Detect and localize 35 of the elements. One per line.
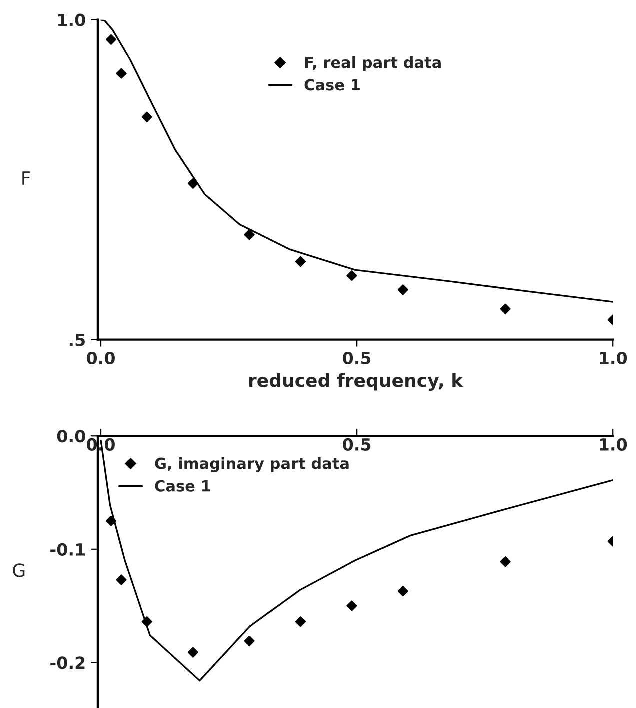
point bbox=[295, 616, 306, 628]
point bbox=[106, 516, 117, 526]
legend-label: Case 1 bbox=[155, 480, 210, 492]
y-axis-title: F bbox=[22, 172, 30, 185]
y-tick-label: -0.2 bbox=[50, 656, 85, 670]
point bbox=[346, 270, 358, 282]
point bbox=[398, 284, 408, 296]
point bbox=[116, 68, 127, 79]
point bbox=[106, 34, 117, 45]
legend-label: Case 1 bbox=[304, 79, 360, 91]
y-tick-label: 0.0 bbox=[57, 430, 86, 443]
point bbox=[188, 178, 198, 189]
y-tick-label: -0.1 bbox=[50, 543, 85, 556]
point bbox=[244, 230, 255, 240]
point bbox=[500, 304, 511, 314]
x-tick-label: 1.0 bbox=[600, 438, 628, 451]
point bbox=[295, 256, 306, 268]
legend-label: F, real part data bbox=[305, 56, 441, 72]
point bbox=[500, 556, 511, 568]
x-tick-label: 0.5 bbox=[343, 438, 371, 451]
point bbox=[346, 600, 358, 612]
x-tick-label: 0.0 bbox=[87, 352, 115, 365]
x-axis-title: reduced frequency, k bbox=[249, 373, 464, 391]
x-tick-label: 1.0 bbox=[600, 352, 628, 365]
x-tick-label: 0.5 bbox=[343, 352, 371, 365]
point bbox=[142, 616, 152, 628]
y-axis-title: G bbox=[13, 564, 25, 578]
point bbox=[142, 112, 152, 122]
y-tick-label: .5 bbox=[70, 334, 85, 346]
point bbox=[398, 586, 408, 597]
y-tick-label: 1.0 bbox=[58, 14, 86, 26]
legend-label: G, imaginary part data bbox=[155, 458, 349, 472]
point bbox=[188, 647, 198, 658]
point bbox=[116, 574, 127, 586]
point bbox=[244, 636, 255, 646]
